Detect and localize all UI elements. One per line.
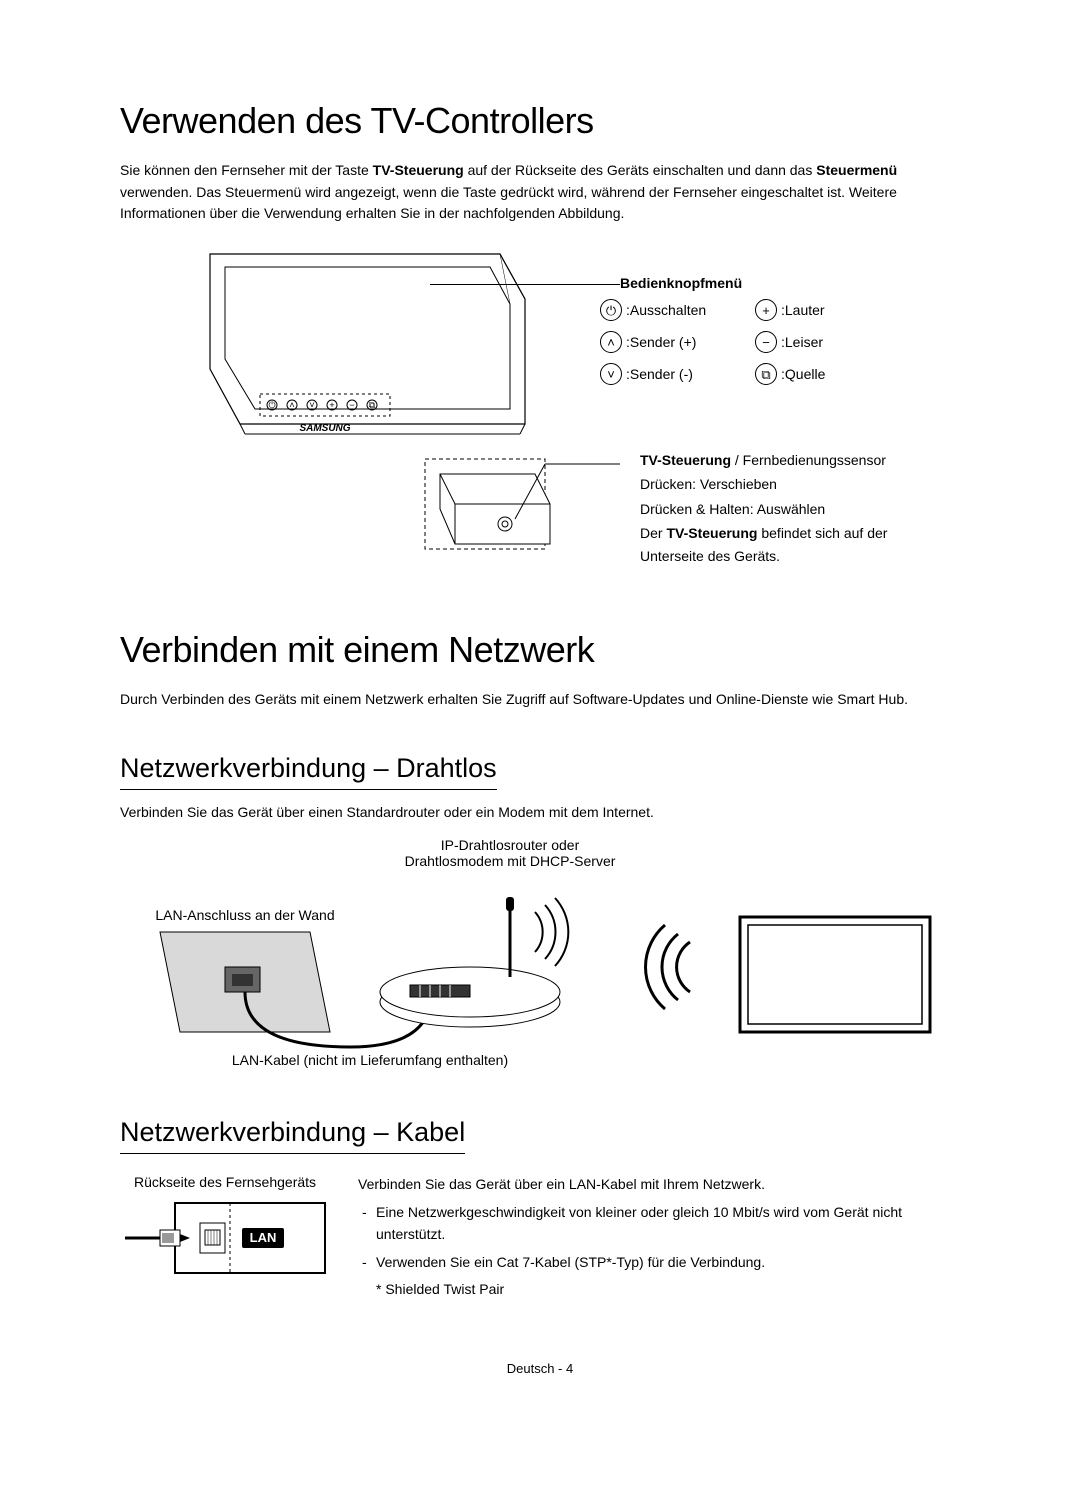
intro-tv-controller: Sie können den Fernseher mit der Taste T… — [120, 160, 960, 225]
ctrl-line3: Drücken & Halten: Auswählen — [640, 498, 910, 520]
lan-badge-text: LAN — [250, 1230, 277, 1245]
lan-port-illustration: LAN — [120, 1198, 330, 1278]
ctrl-line4-pre: Der — [640, 525, 666, 541]
tv-control-detail-illustration — [390, 449, 620, 579]
wired-bullet-2: Verwenden Sie ein Cat 7-Kabel (STP*-Typ)… — [358, 1252, 960, 1274]
intro-wireless: Verbinden Sie das Gerät über einen Stand… — [120, 802, 960, 824]
intro-text: auf der Rückseite des Geräts einschalten… — [464, 162, 817, 178]
ctrl-line1-rest: / Fernbedienungssensor — [731, 452, 886, 468]
heading-tv-controller: Verwenden des TV-Controllers — [120, 100, 960, 142]
wired-bullet-1: Eine Netzwerkgeschwindigkeit von kleiner… — [358, 1202, 960, 1245]
svg-text:⏻: ⏻ — [268, 400, 275, 410]
intro-text: verwenden. Das Steuermenü wird angezeigt… — [120, 184, 897, 222]
down-icon: ˅ — [600, 363, 622, 385]
intro-bold-1: TV-Steuerung — [373, 162, 464, 178]
menu-title: Bedienknopfmenü — [620, 275, 742, 291]
svg-text:+: + — [329, 400, 334, 410]
minus-icon: − — [755, 331, 777, 353]
intro-network: Durch Verbinden des Geräts mit einem Net… — [120, 689, 960, 711]
lan-cable-label: LAN-Kabel (nicht im Lieferumfang enthalt… — [210, 1052, 530, 1068]
menu-label: Leiser — [785, 334, 823, 350]
tv-outline-illustration: ⏻ ˄ ˅ + − ⧉ SAMSUNG — [170, 249, 530, 459]
source-icon: ⧉ — [755, 363, 777, 385]
menu-label: Sender (+) — [630, 334, 697, 350]
tv-controller-figure: ⏻ ˄ ˅ + − ⧉ SAMSUNG Bedienknopfmenü ⏻: A… — [160, 239, 920, 599]
up-icon: ˄ — [600, 331, 622, 353]
ctrl-line2: Drücken: Verschieben — [640, 473, 910, 495]
wireless-network-figure: IP-Drahtlosrouter oder Drahtlosmodem mit… — [120, 837, 940, 1077]
tv-back-label: Rückseite des Fernsehgeräts — [120, 1174, 330, 1190]
menu-label: Lauter — [785, 302, 825, 318]
control-menu-grid: ⏻: Ausschalten +: Lauter ˄: Sender (+) −… — [600, 294, 910, 390]
svg-text:˄: ˄ — [289, 400, 294, 410]
wireless-diagram-illustration — [120, 837, 940, 1077]
tv-control-detail: TV-Steuerung / Fernbedienungssensor Drüc… — [390, 449, 910, 584]
heading-network: Verbinden mit einem Netzwerk — [120, 629, 960, 671]
intro-text: Sie können den Fernseher mit der Taste — [120, 162, 373, 178]
ctrl-line4-bold: TV-Steuerung — [666, 525, 757, 541]
svg-text:SAMSUNG: SAMSUNG — [299, 423, 350, 434]
page-footer: Deutsch - 4 — [120, 1361, 960, 1376]
wired-intro: Verbinden Sie das Gerät über ein LAN-Kab… — [358, 1174, 960, 1196]
power-icon: ⏻ — [600, 299, 622, 321]
svg-text:˅: ˅ — [309, 400, 314, 410]
menu-label: Sender (-) — [630, 366, 693, 382]
ctrl-line1-bold: TV-Steuerung — [640, 452, 731, 468]
intro-bold-2: Steuermenü — [816, 162, 897, 178]
menu-label: Quelle — [785, 366, 825, 382]
svg-text:⧉: ⧉ — [369, 400, 376, 410]
menu-label: Ausschalten — [630, 302, 706, 318]
heading-wired: Netzwerkverbindung – Kabel — [120, 1117, 465, 1154]
svg-text:−: − — [349, 400, 354, 410]
heading-wireless: Netzwerkverbindung – Drahtlos — [120, 753, 497, 790]
plus-icon: + — [755, 299, 777, 321]
wired-footnote: * Shielded Twist Pair — [358, 1279, 960, 1301]
